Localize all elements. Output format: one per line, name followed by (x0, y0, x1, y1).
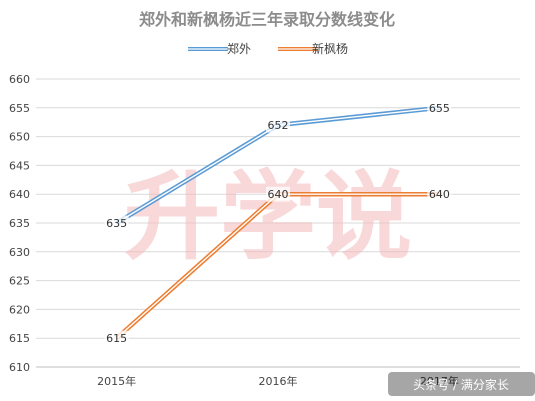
y-axis: 610 615 620 625 630 635 640 645 650 655 660 (9, 73, 30, 374)
y-tick-label: 615 (9, 332, 30, 345)
x-axis: 2015年 2016年 2017年 (36, 366, 520, 388)
data-label-bg (104, 330, 129, 346)
legend-label: 郑外 (227, 41, 251, 56)
y-tick-label: 625 (9, 275, 30, 288)
data-label-bg (427, 100, 452, 116)
data-label: 615 (106, 332, 127, 345)
y-tick-label: 655 (9, 102, 30, 115)
x-tick-label: 2017年 (420, 374, 459, 388)
data-labels: 635 652 655 615 640 640 (104, 100, 452, 346)
chart-title: 郑外和新枫杨近三年录取分数线变化 (139, 10, 395, 29)
data-label: 652 (268, 119, 289, 132)
credit-text: 头条号 / 满分家长 (413, 377, 509, 392)
x-tick-label: 2015年 (97, 374, 136, 388)
y-tick-label: 645 (9, 159, 30, 172)
credit-background (388, 372, 535, 396)
y-tick-label: 620 (9, 303, 30, 316)
data-label-bg (104, 215, 129, 231)
y-tick-label: 630 (9, 246, 30, 259)
data-label: 635 (106, 217, 127, 230)
y-tick-label: 660 (9, 73, 30, 86)
data-label: 655 (429, 102, 450, 115)
legend-label: 新枫杨 (312, 41, 348, 56)
y-tick-label: 610 (9, 361, 30, 374)
y-tick-label: 640 (9, 188, 30, 201)
y-tick-label: 650 (9, 131, 30, 144)
legend: 郑外 新枫杨 (188, 41, 348, 56)
credit-overlay: 头条号 / 满分家长 (388, 372, 535, 396)
data-label-bg (266, 117, 290, 133)
x-tick-label: 2016年 (259, 374, 298, 388)
watermark-text: 升学说 (124, 161, 412, 273)
data-label: 640 (429, 188, 450, 201)
data-label-bg (427, 186, 452, 202)
data-label: 640 (268, 188, 289, 201)
y-tick-label: 635 (9, 217, 30, 230)
data-label-bg (266, 186, 290, 202)
